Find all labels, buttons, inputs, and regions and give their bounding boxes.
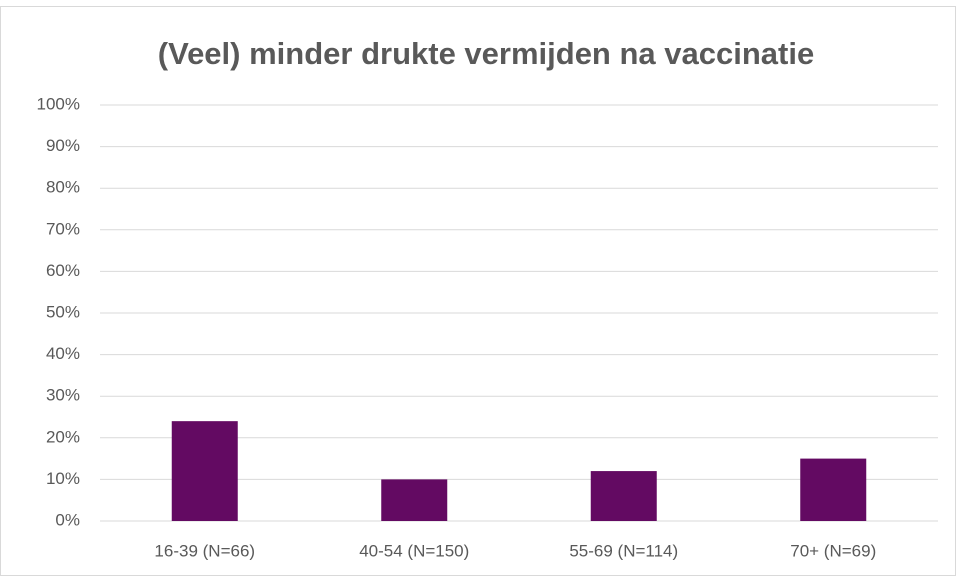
- y-tick-label: 0%: [55, 510, 80, 529]
- y-tick-label: 90%: [46, 136, 80, 155]
- bar: [171, 421, 238, 521]
- bar: [800, 458, 867, 521]
- x-tick-label: 16-39 (N=66): [154, 541, 255, 560]
- y-tick-label: 80%: [46, 178, 80, 197]
- chart-title: (Veel) minder drukte vermijden na vaccin…: [158, 36, 814, 71]
- y-tick-label: 10%: [46, 469, 80, 488]
- y-tick-label: 50%: [46, 302, 80, 321]
- y-tick-label: 20%: [46, 427, 80, 446]
- x-tick-label: 40-54 (N=150): [359, 541, 469, 560]
- x-tick-label: 55-69 (N=114): [569, 541, 678, 560]
- y-tick-label: 30%: [46, 386, 80, 405]
- bar: [381, 479, 448, 521]
- x-tick-label: 70+ (N=69): [790, 541, 876, 560]
- y-tick-label: 70%: [46, 219, 80, 238]
- y-tick-label: 60%: [46, 261, 80, 280]
- chart-border: [0, 6, 956, 576]
- y-tick-label: 100%: [37, 94, 80, 113]
- y-tick-label: 40%: [46, 344, 80, 363]
- bar: [590, 471, 657, 521]
